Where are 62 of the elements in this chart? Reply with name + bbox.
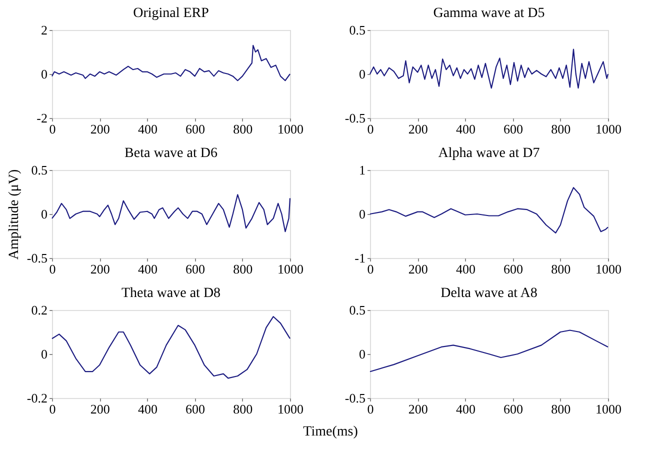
y-tick-label: -2 <box>36 110 48 126</box>
x-tick-label: 200 <box>90 402 110 416</box>
chart-title: Delta wave at A8 <box>440 286 538 301</box>
x-tick-label: 600 <box>504 402 524 416</box>
y-tick-label: 0 <box>41 206 48 222</box>
chart-title: Gamma wave at D5 <box>433 6 545 21</box>
x-tick-label: 1000 <box>278 262 304 276</box>
x-tick-label: 200 <box>408 402 428 416</box>
y-tick-label: 2 <box>41 22 48 38</box>
x-tick-label: 600 <box>504 262 524 276</box>
x-tick-label: 800 <box>233 402 253 416</box>
y-axis-title: Amplitude (μV) <box>6 169 22 260</box>
x-tick-label: 1000 <box>278 402 304 416</box>
x-tick-label: 600 <box>186 262 206 276</box>
y-tick-label: 0 <box>41 66 48 82</box>
x-tick-label: 1000 <box>278 122 304 136</box>
y-tick-label: 0.5 <box>349 302 366 318</box>
y-tick-label: 0.2 <box>31 302 48 318</box>
line-series <box>369 48 609 89</box>
x-tick-label: 800 <box>551 402 571 416</box>
x-tick-label: 400 <box>138 262 158 276</box>
x-tick-label: 800 <box>551 122 571 136</box>
chart-title: Alpha wave at D7 <box>438 146 540 161</box>
y-tick-label: 0 <box>359 346 366 362</box>
x-tick-label: 200 <box>408 262 428 276</box>
y-tick-label: 0 <box>359 206 366 222</box>
x-tick-label: 200 <box>90 122 110 136</box>
x-tick-label: 800 <box>233 262 253 276</box>
line-series <box>369 187 609 234</box>
x-tick-label: 400 <box>456 122 476 136</box>
y-tick-label: -0.5 <box>344 110 366 126</box>
x-tick-label: 400 <box>456 262 476 276</box>
chart-title: Beta wave at D6 <box>124 146 218 161</box>
y-tick-label: 0 <box>359 66 366 82</box>
x-tick-label: 400 <box>138 402 158 416</box>
x-axis-title: Time(ms) <box>303 424 358 440</box>
x-tick-label: 400 <box>456 402 476 416</box>
x-tick-label: 600 <box>504 122 524 136</box>
line-series <box>51 44 291 82</box>
x-tick-label: 600 <box>186 122 206 136</box>
y-tick-label: -0.5 <box>26 250 48 266</box>
y-tick-label: -0.5 <box>344 390 366 406</box>
x-tick-label: 600 <box>186 402 206 416</box>
line-series <box>51 194 291 232</box>
y-tick-label: 0.5 <box>31 162 48 178</box>
y-tick-label: 0 <box>41 346 48 362</box>
x-tick-label: 1000 <box>596 402 622 416</box>
line-series <box>51 316 291 379</box>
x-tick-label: 1000 <box>596 262 622 276</box>
y-tick-label: -1 <box>354 250 366 266</box>
x-tick-label: 800 <box>551 262 571 276</box>
y-tick-label: 0.5 <box>349 22 366 38</box>
y-tick-label: -0.2 <box>26 390 48 406</box>
chart-title: Original ERP <box>133 6 210 21</box>
line-series <box>369 330 609 372</box>
x-tick-label: 200 <box>90 262 110 276</box>
y-tick-label: 1 <box>359 162 366 178</box>
x-tick-label: 1000 <box>596 122 622 136</box>
x-tick-label: 800 <box>233 122 253 136</box>
x-tick-label: 200 <box>408 122 428 136</box>
x-tick-label: 400 <box>138 122 158 136</box>
chart-title: Theta wave at D8 <box>121 286 221 301</box>
